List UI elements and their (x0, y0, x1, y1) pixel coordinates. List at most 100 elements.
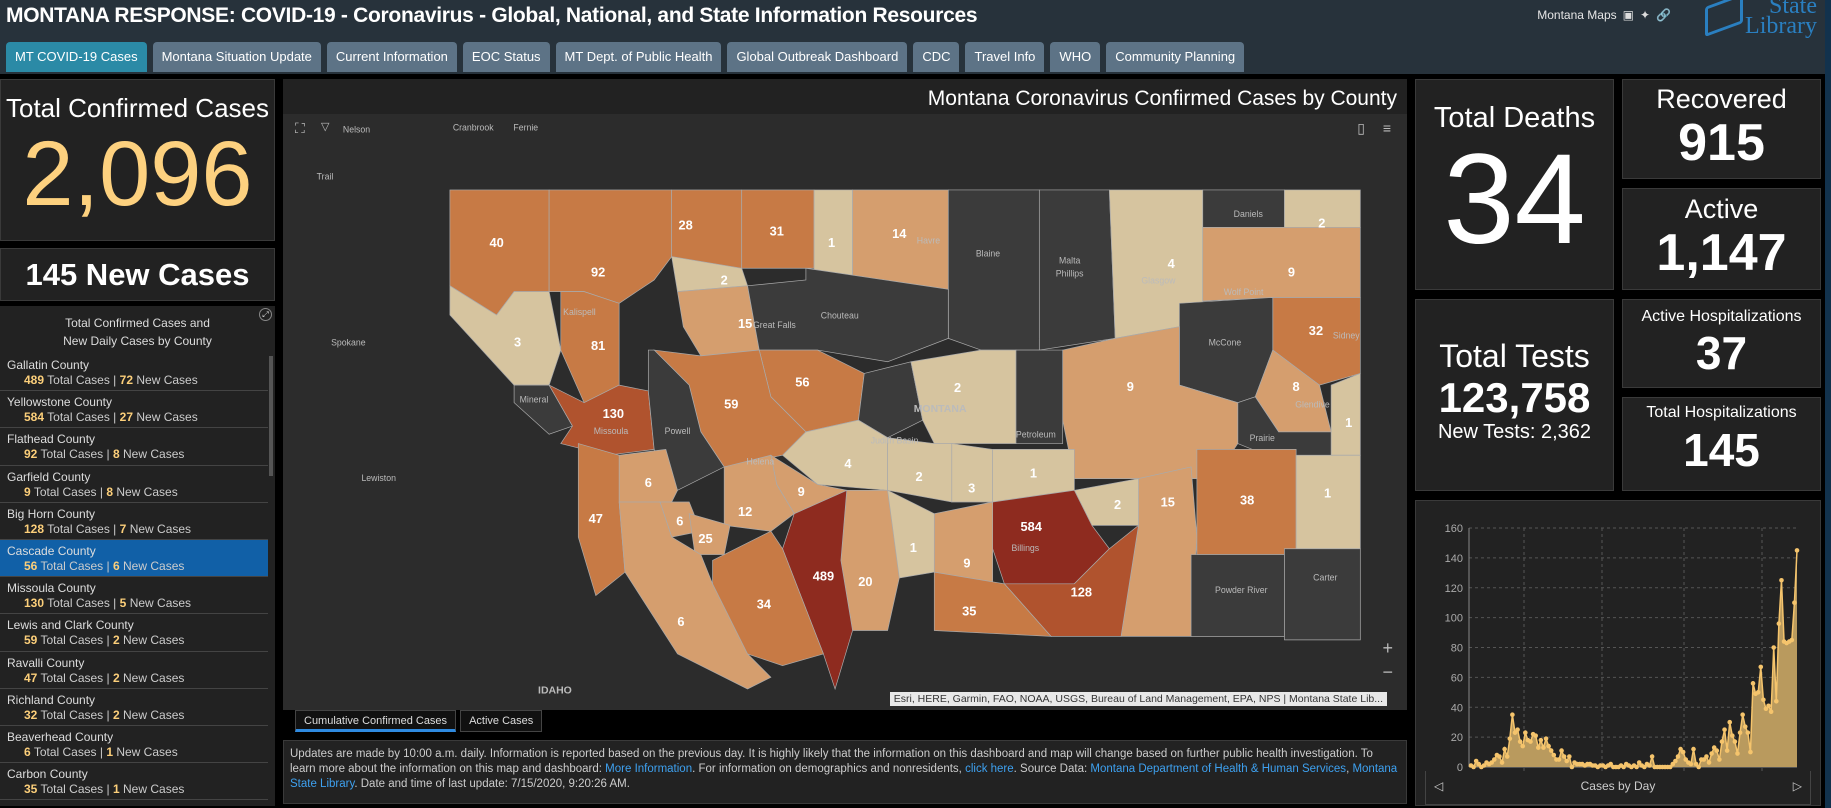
data-point[interactable] (1634, 764, 1639, 770)
data-point[interactable] (1696, 764, 1701, 770)
data-point[interactable] (1766, 703, 1771, 709)
tab-travel-info[interactable]: Travel Info (965, 42, 1045, 72)
tab-public-health[interactable]: MT Dept. of Public Health (555, 42, 722, 72)
bookmark-icon[interactable]: ▯ (1357, 120, 1365, 136)
data-point[interactable] (1471, 764, 1476, 770)
data-point[interactable] (1649, 754, 1655, 759)
data-point[interactable] (1541, 745, 1546, 750)
data-point[interactable] (1709, 751, 1714, 756)
facebook-icon[interactable]: ▣ (1622, 8, 1634, 22)
tab-situation-update[interactable]: Montana Situation Update (152, 42, 321, 72)
state-library-logo[interactable]: State Library (1745, 0, 1817, 38)
zoom-in-button[interactable]: + (1382, 638, 1393, 658)
data-point[interactable] (1510, 712, 1515, 718)
link-icon[interactable]: 🔗 (1656, 8, 1671, 22)
data-point[interactable] (1701, 757, 1707, 762)
data-point[interactable] (1742, 724, 1748, 729)
data-point[interactable] (1520, 743, 1526, 749)
data-point[interactable] (1608, 761, 1614, 767)
data-point[interactable] (1683, 757, 1689, 762)
state-library-link[interactable]: Montana State Library (290, 763, 1398, 790)
data-point[interactable] (1792, 600, 1797, 605)
tab-mt-covid-cases[interactable]: MT COVID-19 Cases (6, 42, 147, 72)
data-point[interactable] (1704, 754, 1709, 759)
data-point[interactable] (1642, 764, 1647, 770)
county-shape[interactable] (1284, 548, 1361, 641)
data-point[interactable] (1724, 748, 1730, 753)
county-list-item[interactable]: Gallatin County 489 Total Cases | 72 New… (0, 354, 268, 392)
data-point[interactable] (1714, 748, 1720, 753)
county-shape[interactable] (513, 384, 573, 435)
data-point[interactable] (1538, 737, 1544, 743)
legend-list-icon[interactable]: ≡ (1382, 120, 1391, 136)
dphhs-link[interactable]: Montana Department of Health & Human Ser… (1090, 763, 1347, 775)
data-point[interactable] (1567, 754, 1572, 759)
data-point[interactable] (1717, 757, 1722, 762)
data-point[interactable] (1504, 754, 1510, 759)
data-point[interactable] (1473, 758, 1479, 764)
data-point[interactable] (1763, 706, 1769, 712)
data-point[interactable] (1727, 719, 1733, 725)
data-point[interactable] (1476, 761, 1482, 767)
data-point[interactable] (1667, 764, 1673, 770)
data-point[interactable] (1745, 730, 1751, 735)
data-point[interactable] (1680, 749, 1686, 755)
data-point[interactable] (1512, 730, 1518, 735)
tab-active-cases[interactable]: Active Cases (460, 710, 543, 732)
data-point[interactable] (1771, 645, 1777, 650)
zoom-out-button[interactable]: − (1382, 662, 1393, 682)
county-list-item[interactable]: Ravalli County 47 Total Cases | 2 New Ca… (0, 652, 268, 689)
data-point[interactable] (1748, 749, 1753, 755)
data-point[interactable] (1719, 739, 1725, 744)
county-list-item[interactable]: Yellowstone County 584 Total Cases | 27 … (0, 391, 268, 429)
data-point[interactable] (1755, 690, 1761, 695)
data-point[interactable] (1647, 763, 1652, 768)
data-point[interactable] (1507, 736, 1513, 741)
next-chart-icon[interactable]: ▷ (1792, 779, 1802, 793)
expand-icon[interactable]: ⤢ (259, 308, 272, 321)
data-point[interactable] (1481, 763, 1487, 768)
county-shape[interactable] (858, 361, 924, 439)
data-point[interactable] (1768, 709, 1774, 715)
montana-maps-link[interactable]: Montana Maps (1537, 8, 1617, 22)
data-point[interactable] (1499, 760, 1505, 765)
data-point[interactable] (1502, 746, 1507, 752)
county-list-item[interactable]: Beaverhead County 6 Total Cases | 1 New … (0, 726, 268, 764)
county-list-item[interactable]: Flathead County 92 Total Cases | 8 New C… (0, 428, 268, 466)
data-point[interactable] (1535, 745, 1541, 750)
data-point[interactable] (1548, 748, 1554, 753)
county-shape[interactable] (1190, 554, 1285, 637)
data-point[interactable] (1711, 745, 1717, 750)
click-here-link[interactable]: click here (965, 763, 1014, 775)
data-point[interactable] (1722, 727, 1727, 732)
data-point[interactable] (1750, 681, 1756, 686)
data-point[interactable] (1730, 733, 1735, 738)
data-point[interactable] (1556, 757, 1562, 762)
more-information-link[interactable]: More Information (605, 763, 693, 775)
data-point[interactable] (1735, 751, 1740, 756)
county-shape[interactable] (933, 571, 1052, 637)
county-shape[interactable] (1015, 349, 1064, 444)
data-point[interactable] (1561, 754, 1567, 759)
tab-current-information[interactable]: Current Information (326, 42, 457, 72)
data-point[interactable] (1551, 752, 1557, 758)
data-point[interactable] (1688, 761, 1694, 767)
county-list-scrollbar[interactable] (268, 354, 275, 806)
data-point[interactable] (1758, 664, 1764, 670)
data-point[interactable] (1794, 548, 1800, 553)
data-point[interactable] (1543, 736, 1549, 741)
data-point[interactable] (1489, 760, 1494, 765)
data-point[interactable] (1789, 637, 1795, 643)
twitter-icon[interactable]: ✦ (1639, 8, 1651, 22)
select-tool-icon[interactable]: ⛶ (295, 120, 305, 136)
tab-community-planning[interactable]: Community Planning (1106, 42, 1245, 72)
data-point[interactable] (1693, 761, 1699, 767)
county-shape[interactable] (712, 530, 824, 666)
data-point[interactable] (1515, 727, 1520, 732)
county-list-item[interactable]: Carbon County 35 Total Cases | 1 New Cas… (0, 763, 268, 801)
county-list-item[interactable]: Cascade County 56 Total Cases | 6 New Ca… (0, 539, 268, 578)
county-shape[interactable] (1295, 454, 1361, 550)
data-point[interactable] (1546, 743, 1551, 749)
data-point[interactable] (1559, 748, 1564, 753)
tab-cdc[interactable]: CDC (913, 42, 960, 72)
